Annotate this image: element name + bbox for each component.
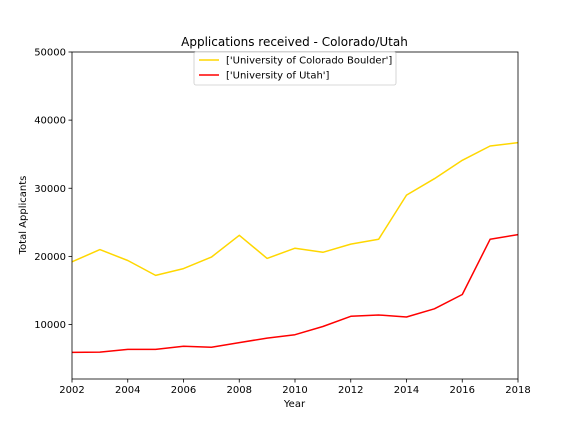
legend-box bbox=[193, 51, 397, 86]
x-tick-label: 2010 bbox=[282, 385, 307, 396]
legend-label-1: ['University of Utah'] bbox=[226, 71, 330, 82]
series-line-1 bbox=[71, 233, 519, 354]
y-tick-label: 40000 bbox=[34, 116, 66, 127]
legend: ['University of Colorado Boulder'] ['Univ… bbox=[193, 51, 397, 86]
x-tick-label: 2004 bbox=[115, 385, 140, 396]
plot-area: 2002 2004 2006 2008 2010 2012 2014 2016 2018 1000… bbox=[34, 48, 531, 397]
x-tick-label: 2006 bbox=[171, 385, 196, 396]
y-tick-label: 10000 bbox=[34, 320, 66, 331]
y-tick-label: 50000 bbox=[34, 48, 66, 59]
series-line-0 bbox=[71, 141, 519, 277]
x-tick-label: 2018 bbox=[505, 385, 530, 396]
chart-title: Applications received - Colorado/Utah bbox=[181, 35, 408, 49]
x-tick-label: 2016 bbox=[450, 385, 475, 396]
legend-label-0: ['University of Colorado Boulder'] bbox=[226, 56, 392, 67]
x-tick-label: 2012 bbox=[338, 385, 363, 396]
x-tick-label: 2008 bbox=[227, 385, 252, 396]
axes-frame bbox=[71, 51, 519, 380]
x-tick-label: 2014 bbox=[394, 385, 419, 396]
y-tick-label: 30000 bbox=[34, 184, 66, 195]
y-tick-label: 20000 bbox=[34, 252, 66, 263]
y-axis-label: Total Applicants bbox=[18, 176, 29, 256]
x-tick-label: 2002 bbox=[59, 385, 84, 396]
x-axis-label: Year bbox=[283, 399, 306, 410]
